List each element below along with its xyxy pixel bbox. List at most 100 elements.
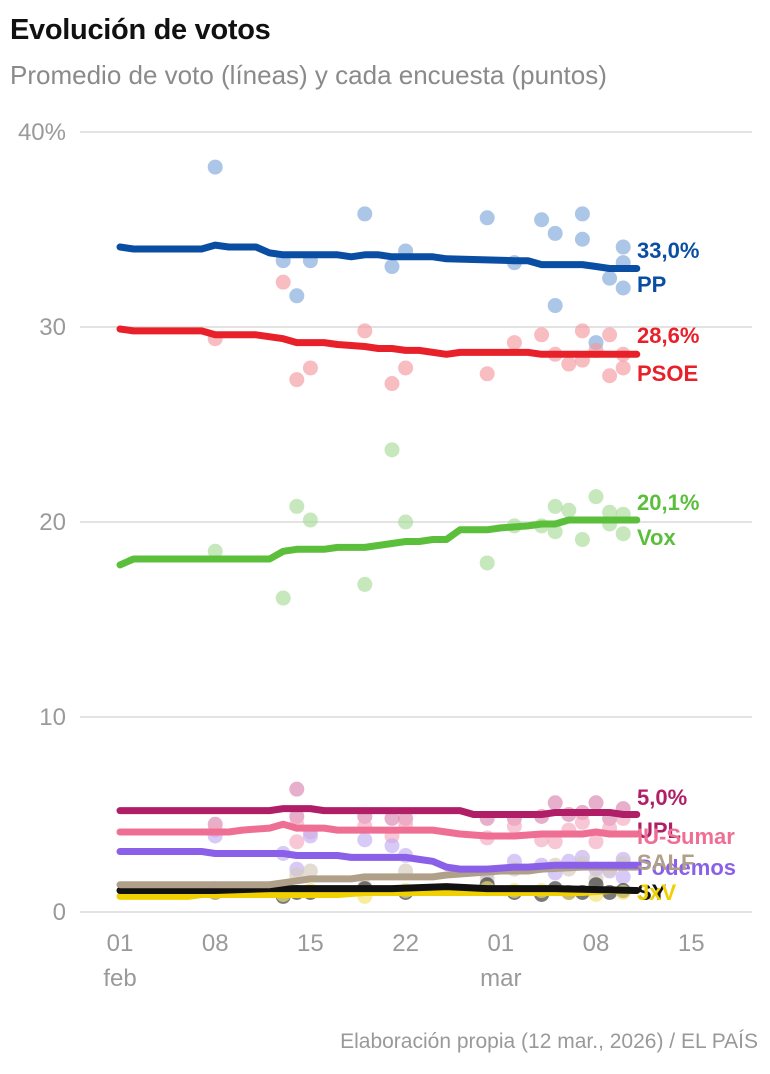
- poll-dot-vox: [289, 498, 305, 514]
- y-tick-label: 0: [53, 899, 66, 926]
- poll-dot-pp: [547, 225, 563, 241]
- poll-dot-iu-sumar: [289, 834, 305, 850]
- series-name-psoe: PSOE: [637, 361, 698, 386]
- poll-dot-pp: [615, 280, 631, 296]
- poll-dot-psoe: [289, 372, 305, 388]
- poll-dot-pp: [357, 206, 373, 222]
- series-name-sy: SY: [637, 880, 667, 905]
- poll-dot-upl: [289, 781, 305, 797]
- x-axis-ticks: 01 feb 08 15 22 01 mar 08 15: [103, 930, 704, 992]
- line-vox: [116, 516, 641, 569]
- value-label-vox: 20,1%: [637, 490, 699, 515]
- poll-dot-psoe: [602, 368, 618, 384]
- poll-dot-iu-sumar: [506, 818, 522, 834]
- x-tick-label: 15: [297, 930, 324, 957]
- poll-dot-psoe: [384, 376, 400, 392]
- poll-dot-podemos: [357, 832, 373, 848]
- poll-dots: [207, 159, 631, 904]
- grid-lines: [80, 131, 752, 913]
- chart-title: Evolución de votos: [10, 14, 271, 46]
- poll-dot-psoe: [534, 327, 550, 343]
- line-upl: [116, 805, 641, 818]
- line-sy: [116, 883, 641, 894]
- line-iu-sumar: [116, 820, 641, 840]
- poll-dot-upl: [384, 810, 400, 826]
- poll-dot-iu-sumar: [588, 834, 604, 850]
- poll-dot-psoe: [357, 323, 373, 339]
- poll-dot-pp: [574, 231, 590, 247]
- poll-dot-vox: [398, 514, 414, 530]
- line-podemos: [116, 848, 641, 873]
- line-pp: [116, 241, 641, 272]
- series-name-iu-sumar: IU-Sumar: [637, 824, 735, 849]
- series-name-salf: SALF: [637, 850, 694, 875]
- poll-dot-psoe: [398, 360, 414, 376]
- y-tick-label: 10: [39, 704, 66, 731]
- line-psoe: [116, 325, 641, 358]
- poll-dot-podemos: [302, 828, 318, 844]
- poll-dot-podemos: [615, 869, 631, 885]
- value-label-psoe: 28,6%: [637, 323, 699, 348]
- poll-dot-iu-sumar: [547, 834, 563, 850]
- source-note: Elaboración propia (12 mar., 2026) / EL …: [340, 1030, 758, 1053]
- poll-dot-vox: [602, 504, 618, 520]
- poll-dot-psoe: [602, 327, 618, 343]
- x-tick-label: 22: [392, 930, 419, 957]
- poll-dot-pp: [207, 159, 223, 175]
- poll-dot-psoe: [479, 366, 495, 382]
- poll-dot-vox: [357, 576, 373, 592]
- poll-dot-pp: [289, 288, 305, 304]
- series-name-podemos: Podemos: [637, 855, 736, 880]
- poll-dot-pp: [479, 210, 495, 226]
- poll-dot-psoe: [561, 356, 577, 372]
- x-tick-month-label: feb: [103, 965, 136, 992]
- poll-dot-vox: [302, 512, 318, 528]
- poll-dot-vox: [615, 526, 631, 542]
- poll-dot-upl: [547, 795, 563, 811]
- poll-dot-pp: [534, 212, 550, 228]
- poll-dot-psoe: [615, 360, 631, 376]
- series-name-vox: Vox: [637, 525, 676, 550]
- series-name-jxv: JxV: [637, 880, 676, 905]
- chart-subtitle: Promedio de voto (líneas) y cada encuest…: [10, 60, 607, 90]
- poll-dot-psoe: [302, 360, 318, 376]
- poll-dot-pp: [574, 206, 590, 222]
- poll-dot-iu-sumar: [574, 814, 590, 830]
- poll-dot-vox: [384, 442, 400, 458]
- series-name-upl: UPL: [637, 818, 681, 843]
- poll-dot-vox: [479, 555, 495, 571]
- poll-dot-salf: [302, 863, 318, 879]
- poll-dot-psoe: [275, 274, 291, 290]
- poll-dot-vox: [207, 543, 223, 559]
- poll-dot-vox: [547, 524, 563, 540]
- poll-dot-psoe: [574, 323, 590, 339]
- poll-dot-vox: [588, 489, 604, 505]
- poll-dot-vox: [547, 498, 563, 514]
- poll-dot-vox: [574, 532, 590, 548]
- x-tick-label: 08: [583, 930, 610, 957]
- x-tick-label: 08: [202, 930, 229, 957]
- poll-dot-podemos: [384, 838, 400, 854]
- poll-dot-psoe: [506, 335, 522, 351]
- y-tick-label: 20: [39, 509, 66, 536]
- value-label-pp: 33,0%: [637, 238, 699, 263]
- poll-dot-pp: [615, 239, 631, 255]
- average-lines: [116, 241, 641, 900]
- poll-dot-upl: [588, 795, 604, 811]
- y-tick-label: 40%: [18, 119, 66, 146]
- value-label-upl: 5,0%: [637, 785, 687, 810]
- poll-dot-pp: [384, 259, 400, 275]
- poll-dot-vox: [275, 590, 291, 606]
- x-tick-month-label: mar: [480, 965, 521, 992]
- x-tick-label: 15: [678, 930, 705, 957]
- y-tick-label: 30: [39, 314, 66, 341]
- x-tick-label: 01: [107, 930, 134, 957]
- series-name-pp: PP: [637, 272, 666, 297]
- y-axis-ticks: 0 10 20 30 40%: [18, 119, 66, 926]
- poll-dot-vox: [561, 502, 577, 518]
- x-tick-label: 01: [487, 930, 514, 957]
- poll-dot-pp: [602, 270, 618, 286]
- poll-dot-pp: [547, 298, 563, 314]
